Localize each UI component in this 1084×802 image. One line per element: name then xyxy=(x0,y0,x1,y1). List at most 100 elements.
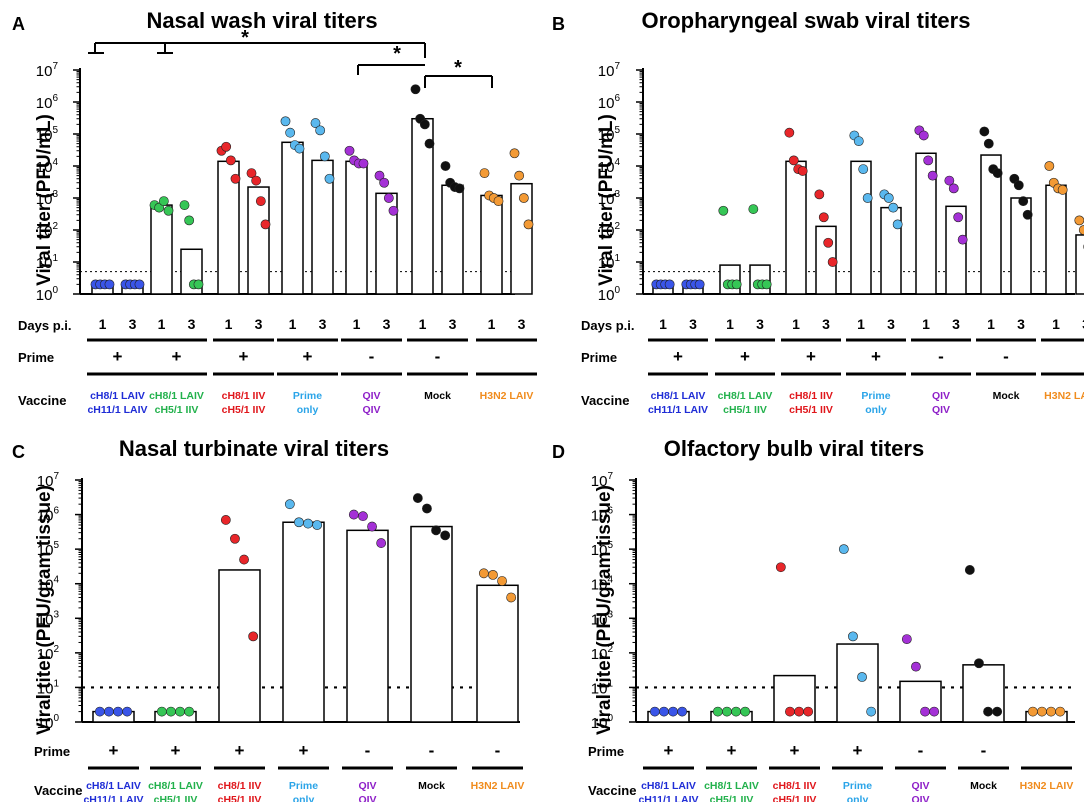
data-point xyxy=(419,119,430,130)
y-tick-label: 106 xyxy=(591,506,614,525)
data-point xyxy=(948,183,959,194)
data-point xyxy=(255,196,266,207)
data-point xyxy=(523,219,534,230)
data-point xyxy=(163,205,174,216)
data-point xyxy=(104,706,114,717)
tick-exponent: 5 xyxy=(614,125,620,136)
prime-sign: + xyxy=(853,741,863,760)
data-point xyxy=(668,706,678,717)
group-orange: H3N2 LAIV xyxy=(1020,706,1074,792)
vaccine-label: H3N2 LAIV xyxy=(1020,780,1074,792)
tick-exponent: 4 xyxy=(607,575,613,586)
group-black: - Mock xyxy=(406,493,457,792)
data-point xyxy=(838,544,849,555)
prime-sign: + xyxy=(740,347,750,366)
group-red: 1 3 + cH8/1 IIV cH5/1 IIV xyxy=(213,141,274,416)
data-point xyxy=(1046,706,1056,717)
vaccine-label: cH11/1 LAIV xyxy=(648,404,708,416)
data-point xyxy=(230,173,241,184)
vaccine-label: cH8/1 LAIV xyxy=(704,780,759,792)
group-lightblue: + Prime only xyxy=(832,544,883,802)
data-point xyxy=(892,219,903,230)
prime-sign: - xyxy=(365,741,371,760)
vaccine-label: QIV xyxy=(358,780,376,792)
panel-letter: A xyxy=(12,14,25,34)
vaccine-label: cH11/1 LAIV xyxy=(83,794,143,802)
prime-sign: - xyxy=(981,741,987,760)
day-label: 1 xyxy=(922,316,930,332)
data-point xyxy=(788,155,799,166)
group-black: 1 3- Mock xyxy=(976,126,1036,402)
vaccine-label: QIV xyxy=(362,390,380,402)
vaccine-label: cH5/1 IIV xyxy=(773,794,817,802)
significance-star: * xyxy=(454,57,462,79)
bar xyxy=(346,529,389,723)
day-label: 1 xyxy=(987,316,995,332)
vaccine-label: Prime xyxy=(293,390,322,402)
bar xyxy=(785,160,807,295)
group-purple: 1 3- QIV QIV xyxy=(341,145,402,416)
y-tick-label: 106 xyxy=(36,93,59,112)
data-point xyxy=(1022,209,1033,220)
data-point xyxy=(94,706,105,717)
prime-sign: + xyxy=(299,741,309,760)
tick-mantissa: 10 xyxy=(591,577,608,594)
group-blue: + cH8/1 LAIV cH11/1 LAIV xyxy=(83,706,144,802)
data-point xyxy=(1044,161,1055,171)
tick-exponent: 2 xyxy=(53,644,59,655)
vaccine-label-row: Vaccine xyxy=(34,783,82,798)
data-point xyxy=(911,661,921,672)
vaccine-label: QIV xyxy=(911,780,929,792)
tick-exponent: 6 xyxy=(607,506,613,517)
y-tick-label: 102 xyxy=(598,221,621,240)
tick-exponent: 1 xyxy=(53,678,59,689)
vaccine-label: Mock xyxy=(424,390,451,402)
data-point xyxy=(740,706,751,717)
prime-sign: - xyxy=(1003,347,1009,366)
tick-mantissa: 10 xyxy=(37,715,54,732)
vaccine-label: Prime xyxy=(289,780,318,792)
y-tick-label: 101 xyxy=(591,678,614,697)
data-point xyxy=(285,127,296,138)
data-point xyxy=(901,634,912,644)
tick-exponent: 4 xyxy=(614,157,620,168)
data-point xyxy=(509,148,520,159)
vaccine-label: only xyxy=(847,794,869,802)
tick-mantissa: 10 xyxy=(37,542,54,559)
bar xyxy=(345,160,368,295)
tick-exponent: 3 xyxy=(53,609,59,620)
vaccine-label: cH8/1 LAIV xyxy=(90,390,145,402)
data-point xyxy=(1037,706,1047,717)
panel-letter: B xyxy=(552,14,565,34)
y-axis-label: Viral titer (PFU/gram tissue) xyxy=(594,485,615,735)
tick-mantissa: 10 xyxy=(591,646,608,663)
panel-title: Nasal turbinate viral titers xyxy=(119,436,389,461)
bar xyxy=(281,141,304,295)
prime-sign: - xyxy=(429,741,435,760)
data-point xyxy=(358,511,368,522)
day-label: 1 xyxy=(353,316,361,332)
data-point xyxy=(488,569,498,580)
vaccine-label: Mock xyxy=(418,780,445,792)
vaccine-label: only xyxy=(865,404,887,416)
tick-mantissa: 10 xyxy=(37,577,54,594)
bar xyxy=(150,204,173,295)
group-black: 1 3- Mock xyxy=(407,84,468,402)
data-point xyxy=(712,706,723,717)
group-red: + cH8/1 IIV cH5/1 IIV xyxy=(214,515,265,802)
prime-label: Prime xyxy=(34,744,70,759)
data-point xyxy=(775,562,786,573)
vaccine-label: Mock xyxy=(970,780,997,792)
y-tick-label: 100 xyxy=(598,285,621,304)
y-axis-label: Viral titer (PFU/mL) xyxy=(596,114,617,286)
data-point xyxy=(929,706,940,717)
data-point xyxy=(853,136,864,146)
data-point xyxy=(134,279,145,290)
tick-mantissa: 10 xyxy=(36,127,53,144)
data-point xyxy=(324,173,335,184)
bar xyxy=(1045,184,1067,295)
vaccine-label: cH8/1 IIV xyxy=(789,390,833,402)
data-point xyxy=(431,525,441,536)
data-point xyxy=(761,279,772,290)
vaccine-label: cH11/1 LAIV xyxy=(638,794,698,802)
